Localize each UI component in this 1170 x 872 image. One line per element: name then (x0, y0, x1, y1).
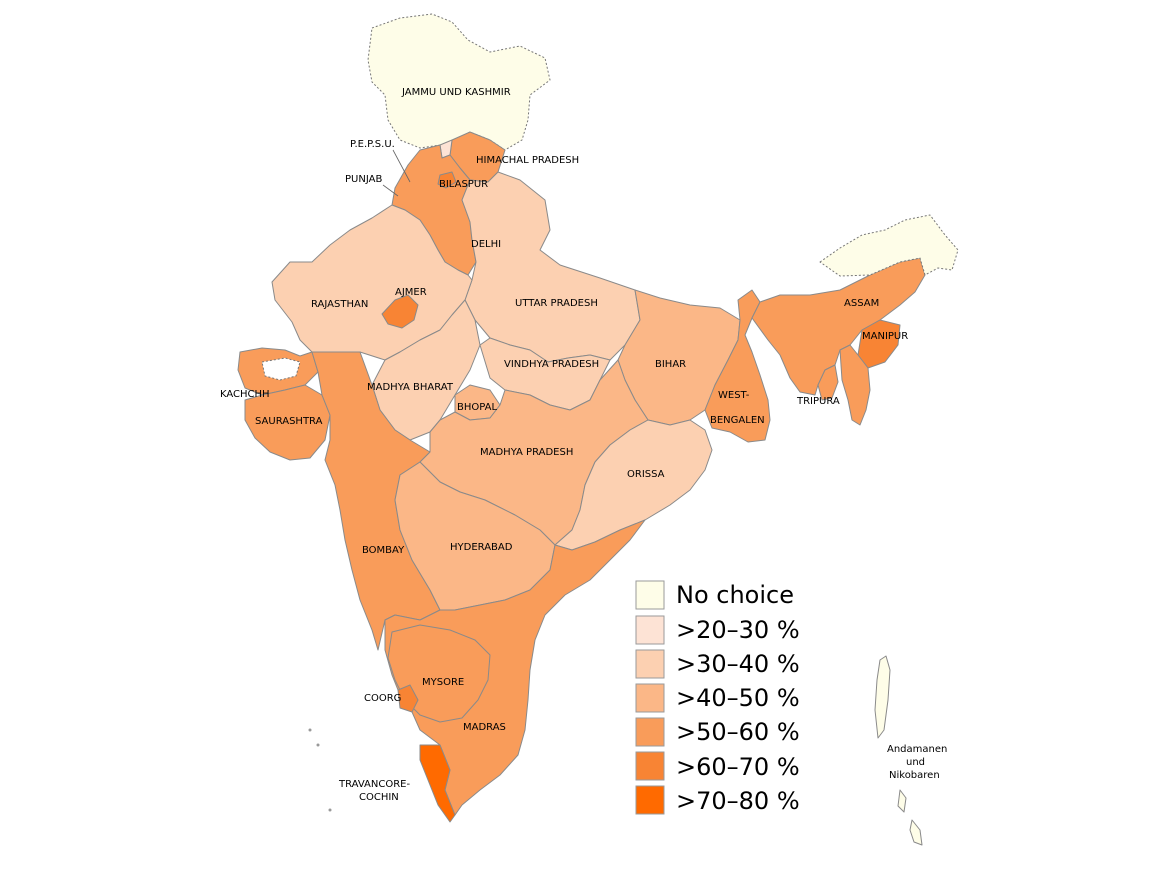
label-punjab: PUNJAB (345, 174, 382, 185)
leader-pepsu (392, 149, 411, 183)
label-west-bengal: BENGALEN (710, 415, 765, 426)
region-lakshadweep-dot (316, 743, 320, 747)
label-himachal-pradesh: HIMACHAL PRADESH (476, 155, 579, 166)
label-bihar: BIHAR (655, 359, 686, 370)
region-tripura (817, 364, 839, 401)
label-hyderabad: HYDERABAD (450, 542, 513, 553)
legend-label: >30–40 % (676, 650, 800, 678)
label-madhya-bharat: MADHYA BHARAT (367, 382, 454, 393)
legend-swatch-no-choice (635, 580, 665, 610)
region-nicobar-islands (897, 789, 923, 846)
legend-label: >20–30 % (676, 616, 800, 644)
label-tripura: TRIPURA (796, 396, 840, 407)
region-coorg (397, 684, 419, 713)
label-west-bengal: WEST- (718, 390, 750, 401)
region-lakshadweep-dot (328, 808, 332, 812)
label-bhopal: BHOPAL (457, 402, 497, 413)
label-uttar-pradesh: UTTAR PRADESH (515, 298, 598, 309)
region-saurashtra (244, 384, 331, 461)
legend-label: No choice (676, 581, 794, 609)
region-bihar (617, 289, 741, 426)
leader-punjab (382, 184, 399, 197)
legend-swatch-50-60 (635, 717, 665, 747)
legend-swatch-20-30 (635, 615, 665, 645)
legend-swatch-30-40 (635, 649, 665, 679)
legend-label: >60–70 % (676, 753, 800, 781)
label-bombay: BOMBAY (362, 545, 405, 556)
label-vindhya-pradesh: VINDHYA PRADESH (504, 359, 599, 370)
label-saurashtra: SAURASHTRA (255, 416, 323, 427)
region-bilaspur (437, 171, 457, 189)
label-mysore: MYSORE (422, 677, 464, 688)
label-andaman-nicobar: und (906, 757, 925, 768)
region-kachchh-rann (261, 357, 301, 381)
label-jammu-kashmir: JAMMU UND KASHMIR (401, 87, 511, 98)
label-assam: ASSAM (844, 298, 879, 309)
region-jammu-kashmir (367, 13, 551, 151)
legend-label: >70–80 % (676, 787, 800, 815)
label-orissa: ORISSA (627, 469, 665, 480)
label-andaman-nicobar: Nikobaren (889, 770, 940, 781)
region-lushai (839, 344, 871, 426)
region-uttar-pradesh (461, 171, 641, 363)
legend-label: >40–50 % (676, 684, 800, 712)
legend: No choice >20–30 % >30–40 % >40–50 % >50… (635, 580, 800, 815)
legend-label: >50–60 % (676, 718, 800, 746)
label-delhi: DELHI (471, 239, 501, 250)
label-travancore-cochin: TRAVANCORE- (338, 779, 410, 790)
region-lakshadweep-dot (308, 728, 312, 732)
region-nefa (819, 214, 959, 277)
label-pepsu: P.E.P.S.U. (350, 139, 395, 150)
label-madhya-pradesh: MADHYA PRADESH (480, 447, 573, 458)
region-andaman-islands (874, 655, 891, 739)
label-manipur: MANIPUR (862, 331, 908, 342)
label-bilaspur: BILASPUR (439, 179, 488, 190)
label-travancore-cochin: COCHIN (359, 792, 399, 803)
region-assam (751, 257, 926, 396)
label-coorg: COORG (364, 693, 401, 704)
label-andaman-nicobar: Andamanen (887, 744, 947, 755)
label-ajmer: AJMER (395, 287, 427, 298)
region-travancore-cochin (419, 744, 456, 823)
legend-swatch-70-80 (635, 785, 665, 815)
legend-swatch-40-50 (635, 683, 665, 713)
label-kachchh: KACHCHH (220, 389, 270, 400)
legend-swatch-60-70 (635, 751, 665, 781)
label-madras: MADRAS (463, 722, 506, 733)
region-ajmer (381, 294, 419, 329)
label-rajasthan: RAJASTHAN (311, 299, 368, 310)
